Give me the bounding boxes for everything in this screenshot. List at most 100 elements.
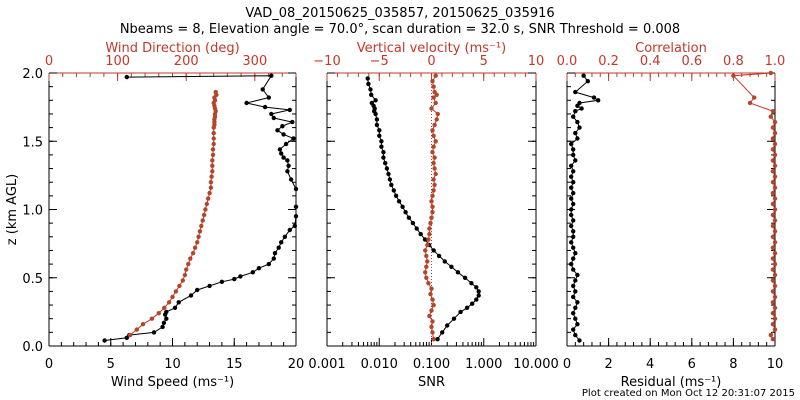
data-point (458, 309, 463, 315)
chart-panel-2: 0.001 0.010 0.100 1.000 10.000 SNR −10 −5 0 5 10 Ve… (308, 41, 558, 390)
data-point (210, 152, 216, 158)
data-point (571, 180, 576, 185)
data-point (424, 275, 429, 280)
bottom-axis-label: Wind Speed (ms⁻¹) (111, 375, 234, 390)
data-point (393, 193, 399, 198)
data-point (423, 248, 428, 253)
data-point (431, 337, 436, 342)
data-point (569, 141, 574, 147)
data-point (772, 272, 778, 278)
data-point (271, 115, 276, 121)
data-point (571, 147, 576, 152)
data-point (772, 305, 778, 310)
data-point (232, 276, 237, 282)
data-point (287, 107, 292, 113)
bottom-tick-label: 0 (563, 357, 571, 372)
data-point (462, 275, 468, 280)
data-point (396, 199, 402, 204)
data-point (591, 95, 597, 100)
data-point (752, 95, 757, 100)
data-point (432, 89, 437, 95)
data-point (379, 144, 384, 149)
bottom-tick-label: 10 (164, 357, 181, 372)
data-point (569, 212, 574, 218)
data-point (151, 330, 157, 335)
bottom-tick-label: 4 (646, 357, 654, 372)
data-point (288, 177, 294, 182)
data-point (140, 322, 146, 327)
data-point (195, 287, 200, 293)
data-point (429, 199, 434, 204)
data-point (569, 185, 574, 190)
data-point (573, 278, 578, 283)
data-point (403, 210, 408, 215)
top-tick-label: 0 (45, 54, 53, 69)
data-point (451, 316, 457, 321)
data-point (190, 251, 196, 256)
data-point (428, 291, 433, 297)
data-point (464, 305, 470, 310)
figure-title-line1: VAD_08_20150625_035857, 20150625_035916 (245, 6, 554, 21)
data-point (577, 125, 582, 130)
data-point (196, 234, 201, 239)
data-point (571, 152, 576, 158)
data-point (770, 125, 776, 130)
data-point (384, 166, 390, 171)
data-point (423, 270, 428, 275)
data-point (430, 193, 435, 198)
data-point (575, 300, 580, 305)
data-point (366, 81, 371, 87)
data-point (770, 322, 776, 327)
data-point (770, 169, 776, 174)
data-point (381, 150, 386, 155)
data-point (575, 322, 580, 327)
data-point (418, 231, 423, 237)
data-point (768, 332, 773, 338)
data-point (571, 256, 576, 261)
data-point (285, 169, 290, 174)
data-point (272, 251, 278, 256)
top-tick-label: −5 (370, 54, 389, 69)
data-point (442, 259, 447, 264)
data-point (770, 190, 776, 196)
data-point (391, 188, 396, 193)
data-point (772, 152, 778, 158)
data-point (285, 158, 290, 163)
data-point (569, 207, 574, 212)
bottom-tick-label: 8 (729, 357, 737, 372)
data-point (377, 133, 382, 138)
data-point (184, 267, 189, 272)
data-point (219, 279, 225, 284)
data-point (571, 327, 576, 332)
left-tick-label: 2.0 (22, 67, 43, 82)
data-point (431, 160, 436, 166)
data-point (436, 253, 442, 259)
top-axis-label: Vertical velocity (ms⁻¹) (357, 41, 506, 56)
data-point (210, 147, 216, 152)
data-point (449, 264, 454, 269)
data-point (287, 227, 292, 233)
data-point (432, 122, 437, 128)
top-tick-label: 0 (427, 54, 435, 69)
data-point (200, 218, 205, 223)
top-tick-label: 200 (174, 54, 199, 69)
left-tick-label: 1.0 (22, 204, 43, 219)
data-point (425, 259, 430, 264)
bottom-axis-label: Residual (ms⁻¹) (621, 375, 722, 390)
data-point (293, 214, 299, 219)
data-point (476, 293, 481, 298)
data-point (166, 300, 172, 305)
data-point (770, 278, 776, 283)
data-point (256, 266, 262, 271)
left-tick-label: 0.0 (22, 340, 43, 355)
data-point (772, 240, 778, 245)
data-point (455, 270, 461, 275)
data-point (770, 158, 776, 163)
data-point (770, 337, 776, 342)
data-point (286, 163, 291, 168)
data-point (292, 223, 297, 229)
data-point (425, 242, 430, 248)
data-point (577, 100, 582, 106)
data-point (182, 272, 188, 278)
